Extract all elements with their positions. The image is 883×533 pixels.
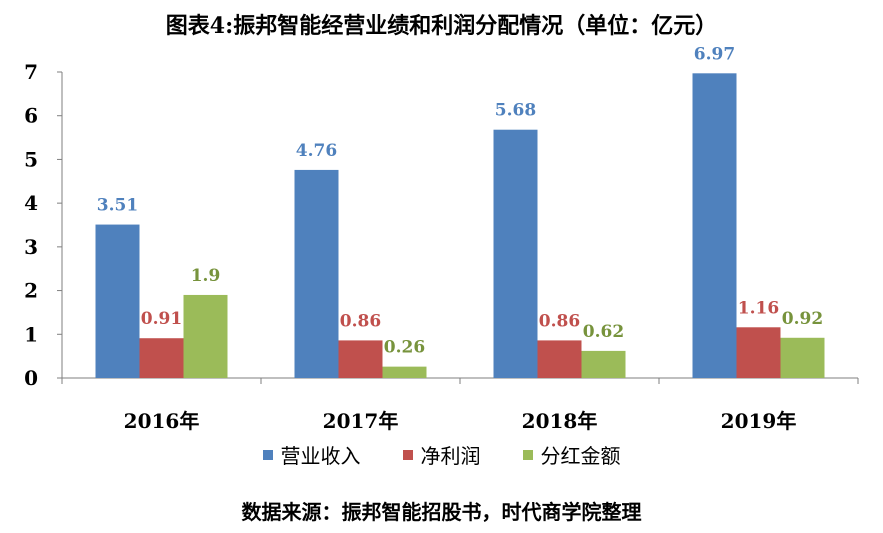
data-label: 5.68	[495, 101, 536, 121]
source-note: 数据来源：振邦智能招股书，时代商学院整理	[241, 500, 642, 524]
legend-label-net-profit: 净利润	[420, 444, 481, 468]
data-label: 0.86	[340, 311, 381, 331]
legend-label-revenue: 营业收入	[280, 444, 361, 468]
bar	[183, 294, 228, 378]
bar-chart: 0 1 2 3 4 5 6 7 2016年 2017年 2018年 2019年 3.51 4.76 5.6…	[24, 44, 859, 433]
data-label: 0.91	[141, 309, 182, 329]
legend-swatch-revenue	[262, 449, 273, 460]
y-tick-label: 1	[24, 322, 38, 346]
data-label: 0.92	[782, 309, 823, 329]
bar	[780, 337, 825, 378]
chart-title: 图表4:振邦智能经营业绩和利润分配情况（单位：亿元）	[165, 13, 718, 39]
legend: 营业收入 净利润 分红金额	[0, 440, 883, 469]
data-label: 1.16	[738, 298, 779, 318]
y-tick-label: 6	[24, 104, 38, 128]
bar	[139, 338, 184, 378]
data-label: 0.26	[384, 338, 425, 358]
data-label: 3.51	[97, 196, 138, 216]
data-label: 4.76	[296, 141, 337, 161]
legend-label-dividend: 分红金额	[540, 444, 621, 468]
legend-item-dividend: 分红金额	[522, 440, 621, 469]
x-tick-label: 2019年	[721, 409, 797, 433]
y-tick-label: 3	[24, 235, 38, 259]
y-tick-label: 5	[24, 147, 38, 171]
y-tick-label: 2	[24, 279, 38, 303]
axes: 0 1 2 3 4 5 6 7 2016年 2017年 2018年 2019年	[24, 60, 859, 433]
y-tick-label: 4	[24, 191, 38, 215]
data-label: 1.9	[191, 266, 221, 286]
legend-item-net-profit: 净利润	[402, 440, 481, 469]
legend-swatch-dividend	[522, 449, 533, 460]
x-tick-label: 2018年	[522, 409, 598, 433]
data-label: 0.86	[539, 311, 580, 331]
data-label: 6.97	[694, 44, 735, 64]
bar	[692, 73, 737, 378]
legend-swatch-net-profit	[402, 449, 413, 460]
bar	[382, 366, 427, 378]
bar	[581, 350, 626, 378]
y-tick-label: 7	[24, 60, 38, 84]
bar	[736, 327, 781, 378]
bar	[338, 340, 383, 378]
x-tick-label: 2016年	[124, 409, 200, 433]
legend-item-revenue: 营业收入	[262, 440, 361, 469]
x-tick-label: 2017年	[323, 409, 399, 433]
y-tick-label: 0	[24, 366, 38, 390]
bar	[537, 340, 582, 378]
bar	[493, 129, 538, 378]
bar	[95, 224, 140, 378]
data-labels: 3.51 4.76 5.68 6.97 0.91 0.86 0.86 1.16 1.9 0.26 0…	[97, 44, 823, 357]
data-label: 0.62	[583, 322, 624, 342]
bar	[294, 169, 339, 378]
bars	[95, 73, 825, 378]
